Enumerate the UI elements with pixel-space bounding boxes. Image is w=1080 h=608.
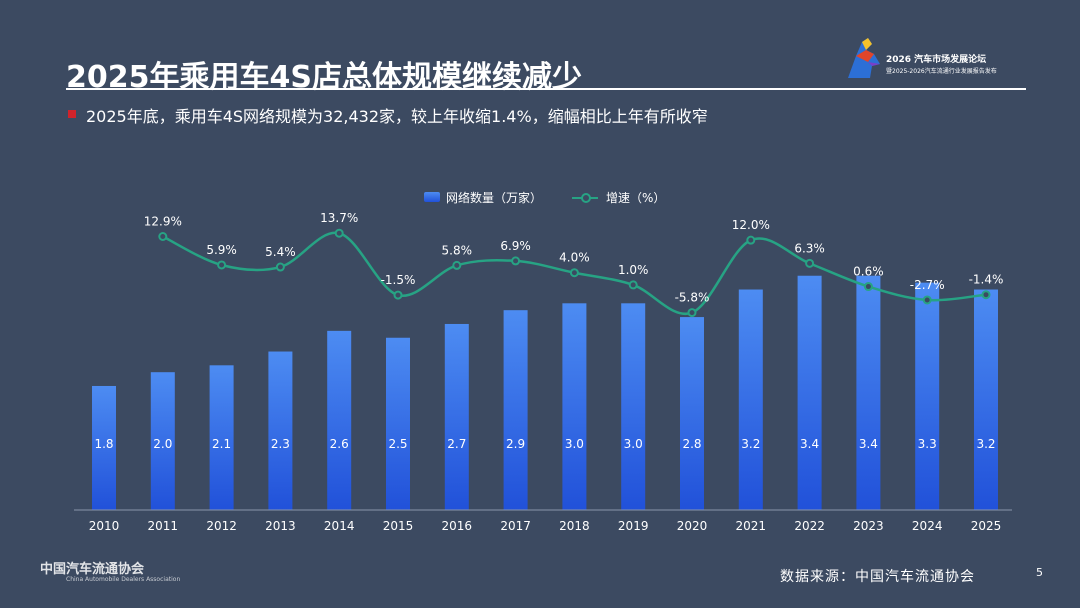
bar [92,385,116,510]
bar [268,351,293,510]
line-value-label: 12.9% [144,214,182,228]
bar [150,372,175,510]
line-point [452,260,462,270]
legend-line-marker [581,193,591,203]
bar-value-label: 2.7 [447,437,466,451]
x-tick-label: 2010 [89,519,120,533]
line-value-label: 4.0% [559,251,590,265]
line-point [511,256,521,266]
line-value-label: -5.8% [675,291,710,305]
line-point [922,295,932,305]
bar-value-label: 3.4 [800,437,819,451]
legend-line-label: 增速（%） [606,191,666,205]
bar [327,330,352,510]
bar-value-label: 2.9 [506,437,525,451]
bar [209,365,234,510]
bar [797,275,822,510]
line-point [805,258,815,268]
line-value-label: 1.0% [618,263,649,277]
line-point [863,282,873,292]
bar [386,337,410,510]
forum-title: 2026 汽车市场发展论坛 [886,55,987,65]
footer-logo-en: China Automobile Dealers Association [66,576,181,583]
x-tick-label: 2018 [559,519,590,533]
line-point [275,262,285,272]
bar-value-label: 3.2 [976,437,995,451]
forum-subtitle: 暨2025-2026汽车流通行业发展报告发布 [886,68,997,75]
x-tick-label: 2019 [618,519,649,533]
line-value-label: -1.5% [381,273,416,287]
bar [974,289,998,510]
line-value-label: 6.3% [794,241,825,255]
x-tick-label: 2012 [206,519,237,533]
x-tick-label: 2020 [677,519,708,533]
x-tick-label: 2025 [971,519,1002,533]
bar [680,317,704,510]
line-value-label: 0.6% [853,265,884,279]
line-point [981,290,991,300]
x-tick-label: 2015 [383,519,414,533]
bar-value-label: 2.0 [153,437,172,451]
bar [503,310,528,510]
bar-value-label: 2.5 [388,437,407,451]
bar-value-label: 3.0 [624,437,643,451]
bar [444,323,469,510]
line-value-label: 5.9% [206,243,237,257]
line-point [158,231,168,241]
x-tick-label: 2023 [853,519,884,533]
x-tick-label: 2024 [912,519,943,533]
page-number: 5 [1036,566,1043,579]
x-tick-label: 2016 [442,519,473,533]
x-tick-label: 2022 [794,519,825,533]
line-point [393,290,403,300]
x-tick-label: 2011 [148,519,179,533]
line-value-label: 6.9% [500,239,531,253]
line-value-label: -2.7% [910,278,945,292]
forum-logo-icon [848,38,880,78]
legend-bar-swatch [424,192,440,202]
line-value-label: 12.0% [732,218,770,232]
bar-value-label: 2.6 [330,437,349,451]
line-point [569,268,579,278]
line-point [628,280,638,290]
bar [738,289,763,510]
line-point [687,308,697,318]
summary-text: 2025年底，乘用车4S网络规模为32,432家，较上年收缩1.4%，缩幅相比上… [86,107,708,126]
summary-bullet-icon [68,110,76,118]
bar-value-label: 3.2 [741,437,760,451]
bar [621,303,646,510]
line-value-label: -1.4% [969,273,1004,287]
line-point [746,235,756,245]
line-value-label: 5.8% [442,243,473,257]
bar-value-label: 1.8 [94,437,113,451]
line-value-label: 13.7% [320,211,358,225]
bar-value-label: 2.1 [212,437,231,451]
bar-value-label: 3.4 [859,437,878,451]
x-tick-label: 2017 [500,519,531,533]
title-divider [66,88,1026,90]
x-tick-label: 2021 [736,519,767,533]
data-source: 数据来源：中国汽车流通协会 [780,569,975,585]
line-value-label: 5.4% [265,245,296,259]
bar [562,303,587,510]
line-point [334,228,344,238]
bar [915,282,940,510]
bar-value-label: 3.3 [918,437,937,451]
line-point [217,260,227,270]
x-tick-label: 2014 [324,519,355,533]
bar [856,275,881,510]
bar-value-label: 3.0 [565,437,584,451]
footer-logo: 中国汽车流通协会 [40,562,145,577]
bar-value-label: 2.3 [271,437,290,451]
bar-value-label: 2.8 [682,437,701,451]
x-tick-label: 2013 [265,519,296,533]
legend-bar-label: 网络数量（万家） [446,191,543,205]
